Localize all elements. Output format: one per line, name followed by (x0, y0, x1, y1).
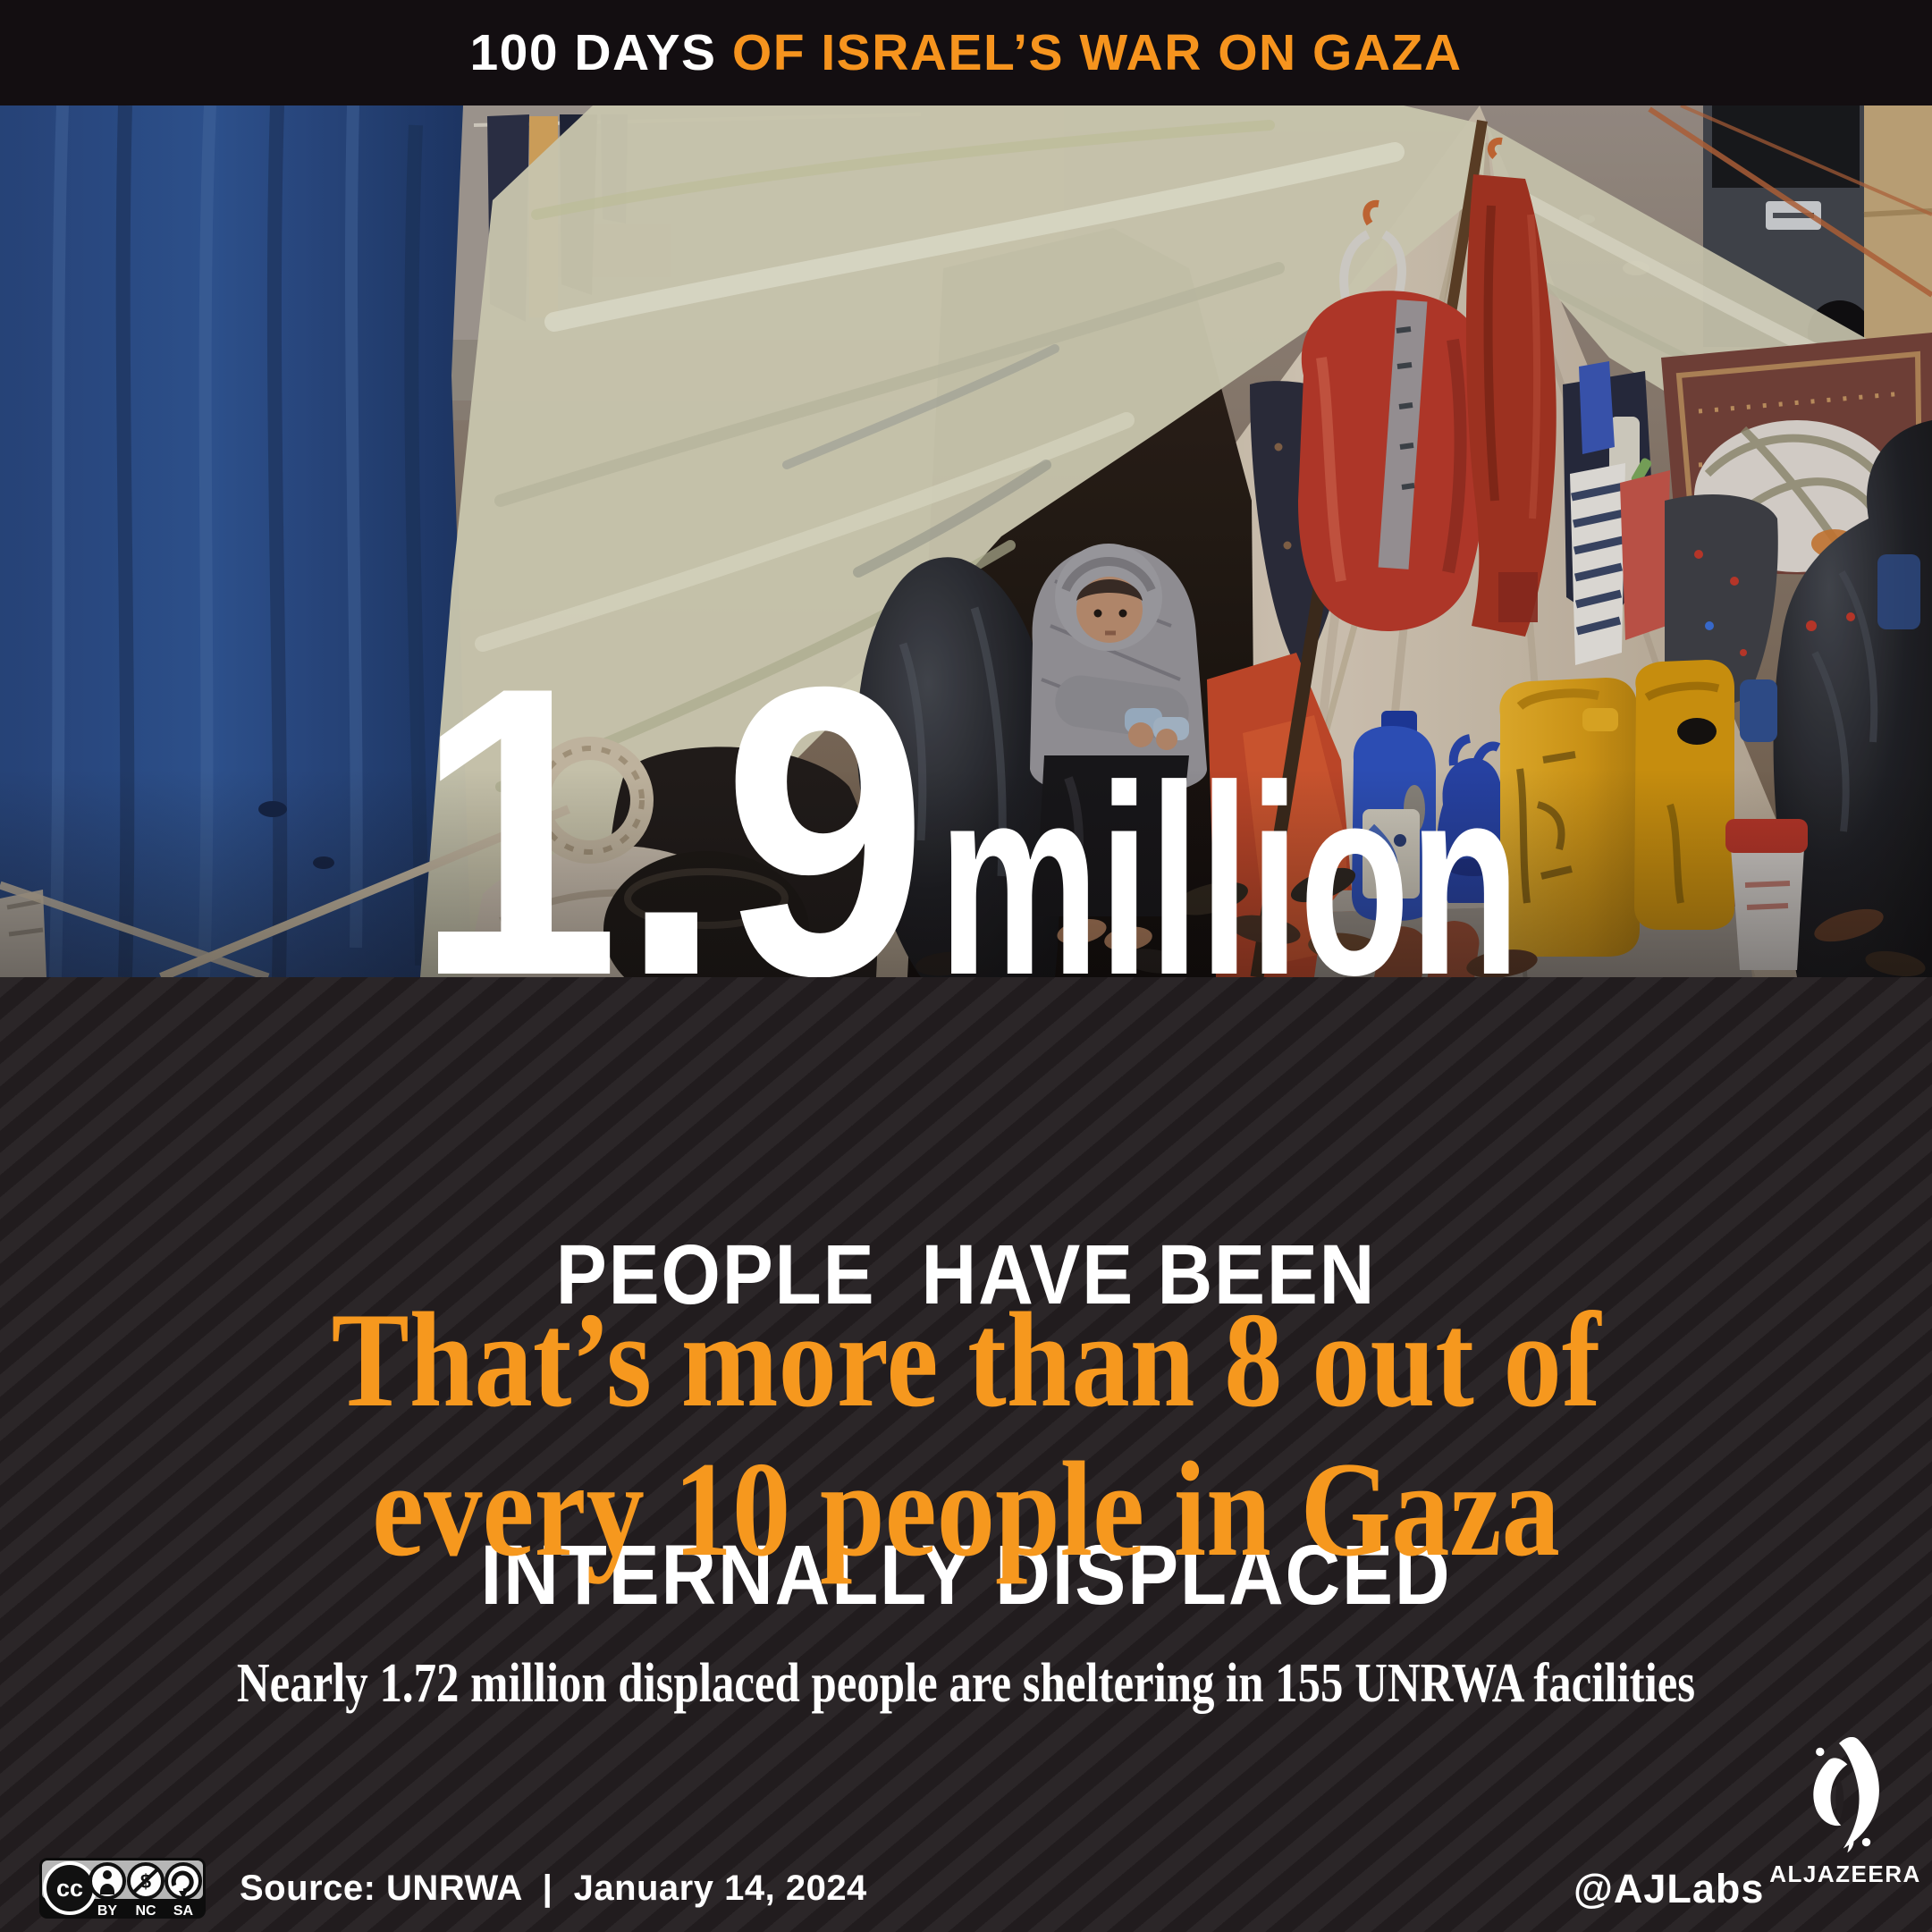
wire (1648, 106, 1932, 298)
tent-camp-photo: 1.9 million (0, 105, 1932, 977)
by-icon (89, 1862, 126, 1900)
headline-line2: every 10 people in Gaza (372, 1434, 1560, 1584)
dark-pajamas (1665, 494, 1778, 742)
clothes-cluster (1563, 361, 1778, 742)
photo-illustration: 1.9 million (0, 105, 1932, 977)
banner-title: OF ISRAEL’S WAR ON GAZA (716, 24, 1463, 81)
aljazeera-logo-block: ALJAZEERA (1764, 1737, 1927, 1888)
sa-label: SA (173, 1903, 194, 1919)
headline: That’s more than 8 out of every 10 peopl… (135, 1286, 1796, 1584)
nc-icon: $ (127, 1862, 165, 1900)
cc-icon-label: cc (56, 1875, 83, 1902)
striped-shirt (1570, 463, 1625, 665)
by-label: BY (97, 1903, 118, 1919)
aljazeera-wordmark: ALJAZEERA (1769, 1860, 1921, 1887)
nc-label: NC (135, 1903, 156, 1919)
child-figure (1030, 544, 1207, 951)
cc-license-badge: cc $ BY NC SA (39, 1858, 206, 1919)
wire (1680, 105, 1932, 216)
photo-fade (0, 769, 1932, 977)
red-jacket (1465, 137, 1557, 637)
ajlabs-handle: @AJLabs (1573, 1866, 1765, 1911)
stat-caption: PEOPLE HAVE BEEN INTERNALLY DISPLACED (97, 1025, 1835, 1826)
stat-caption-line2: INTERNALLY DISPLACED (480, 1528, 1452, 1623)
stat-unit: million (939, 730, 1520, 977)
sa-icon (165, 1862, 202, 1900)
headline-line1: That’s more than 8 out of (331, 1285, 1601, 1435)
source-line: Source: UNRWA | January 14, 2024 (240, 1869, 867, 1908)
banner-days: 100 DAYS (469, 24, 717, 81)
stat-caption-line1: PEOPLE HAVE BEEN (555, 1228, 1377, 1322)
stat-value: 1.9 (415, 603, 928, 977)
aljazeera-flame-icon (1813, 1737, 1879, 1853)
note-text: Nearly 1.72 million displaced people are… (236, 1653, 1696, 1714)
top-banner: 100 DAYS OF ISRAEL’S WAR ON GAZA (0, 0, 1932, 105)
red-bag (1298, 199, 1489, 631)
